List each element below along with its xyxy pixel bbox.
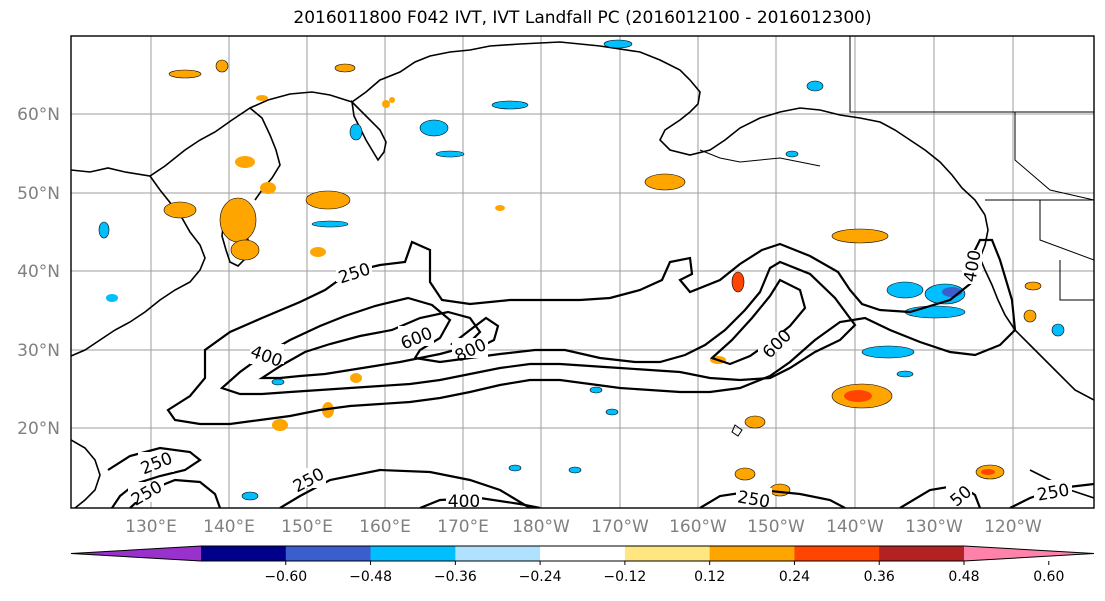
lon-label-180w: 180°W xyxy=(512,517,570,537)
colorbar-segment xyxy=(201,546,287,561)
map-border xyxy=(70,35,1095,509)
lon-label-160e: 160°E xyxy=(359,517,411,537)
lon-label-150w: 150°W xyxy=(747,517,805,537)
colorbar-segment xyxy=(709,546,795,561)
lon-label-150e: 150°E xyxy=(281,517,333,537)
lon-label-140w: 140°W xyxy=(826,517,884,537)
shaded-anomalies xyxy=(98,39,1065,501)
lat-label-30n: 30°N xyxy=(17,341,60,361)
lat-label-20n: 20°N xyxy=(17,419,60,439)
lon-label-160w: 160°W xyxy=(669,517,727,537)
lon-label-140e: 140°E xyxy=(203,517,255,537)
colorbar-extend-max xyxy=(964,546,1094,561)
map-area xyxy=(71,36,1094,508)
country-borders xyxy=(849,36,1094,301)
colorbar-segment xyxy=(370,546,456,561)
latitude-labels: 60°N 50°N 40°N 30°N 20°N xyxy=(17,105,60,439)
colorbar-segment xyxy=(879,546,965,561)
contour-label-400-s: 400 xyxy=(448,492,480,512)
lon-label-130e: 130°E xyxy=(125,517,177,537)
colorbar-tick-label: 0.12 xyxy=(694,569,725,585)
lat-label-40n: 40°N xyxy=(17,262,60,282)
colorbar-tick-label: 0.36 xyxy=(864,569,895,585)
graticule xyxy=(71,36,1094,508)
colorbar-segment xyxy=(540,546,626,561)
colorbar: −0.60 −0.48 −0.36 −0.24 −0.12 0.12 0.24 0.36 0.4… xyxy=(70,545,1095,585)
colorbar-segment xyxy=(624,546,711,561)
colorbar-tick-label: 0.48 xyxy=(948,569,979,585)
colorbar-tick-label: 0.24 xyxy=(779,569,810,585)
lon-label-170w: 170°W xyxy=(591,517,649,537)
colorbar-extend-min xyxy=(71,546,201,561)
colorbar-segment xyxy=(285,546,372,561)
colorbar-tick-label: −0.12 xyxy=(603,569,646,585)
colorbar-tick-label: −0.48 xyxy=(349,569,392,585)
lon-label-170e: 170°E xyxy=(437,517,489,537)
contour-labels: 250 400 600 800 600 400 250 250 250 400 … xyxy=(128,248,1072,512)
lat-label-60n: 60°N xyxy=(17,105,60,125)
lat-label-50n: 50°N xyxy=(17,184,60,204)
lon-label-130w: 130°W xyxy=(905,517,963,537)
colorbar-segment xyxy=(455,546,541,561)
colorbar-tick-label: −0.60 xyxy=(264,569,307,585)
colorbar-tick-label: −0.36 xyxy=(434,569,477,585)
colorbar-outline xyxy=(70,545,1095,562)
colorbar-tick-label: −0.24 xyxy=(519,569,562,585)
lon-label-120w: 120°W xyxy=(984,517,1042,537)
contour-label-250-se: 250 xyxy=(736,487,771,512)
longitude-labels: 130°E 140°E 150°E 160°E 170°E 180°W 170°… xyxy=(125,517,1042,537)
colorbar-segment xyxy=(794,546,880,561)
colorbar-tick-label: 0.60 xyxy=(1033,569,1064,585)
map-title: 2016011800 F042 IVT, IVT Landfall PC (20… xyxy=(293,8,872,28)
